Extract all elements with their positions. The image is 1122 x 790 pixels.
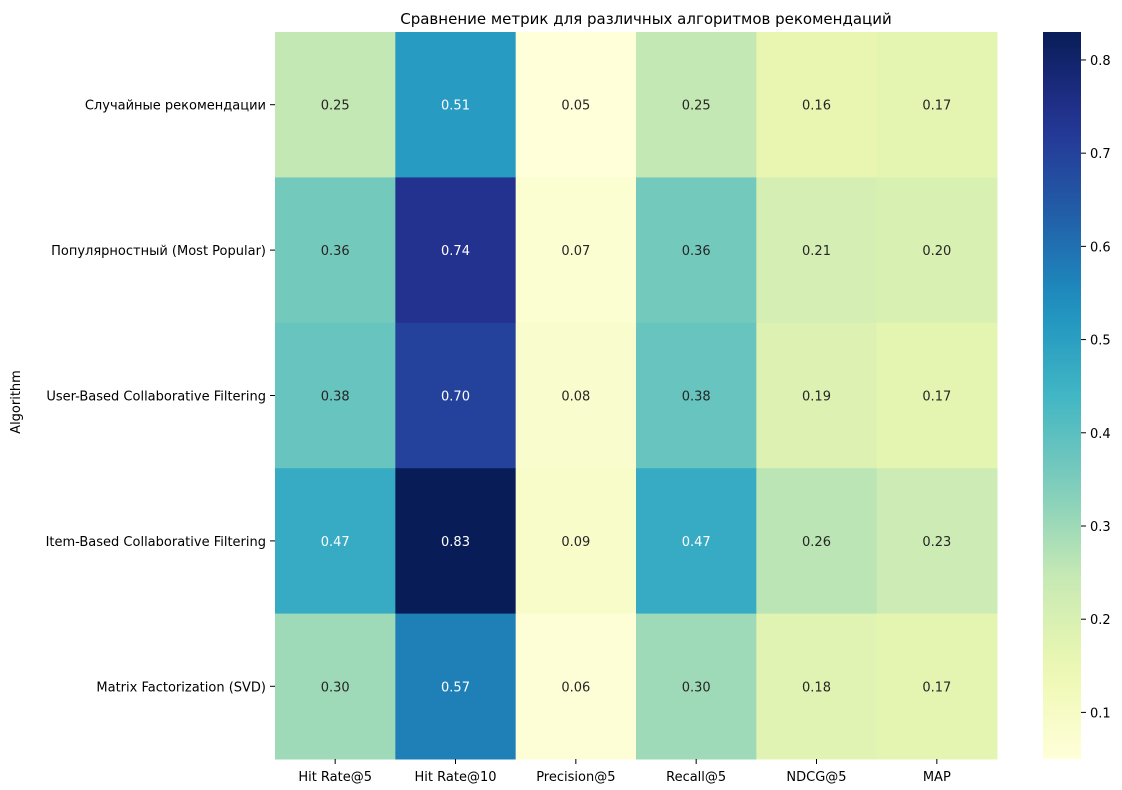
heatmap-cell bbox=[395, 32, 517, 178]
cell-annotation: 0.36 bbox=[682, 244, 711, 259]
cell-annotation: 0.47 bbox=[682, 535, 711, 550]
y-axis-label: Algorithm bbox=[9, 370, 24, 434]
heatmap-cell bbox=[275, 322, 396, 469]
colorbar-tick-label: 0.6 bbox=[1090, 240, 1111, 255]
heatmap-cell bbox=[876, 322, 998, 469]
cell-annotation: 0.16 bbox=[802, 99, 831, 114]
colorbar bbox=[1043, 32, 1081, 759]
heatmap-cell bbox=[876, 177, 998, 324]
heatmap-cell bbox=[515, 322, 637, 469]
cell-annotation: 0.19 bbox=[802, 390, 831, 405]
colorbar-tick-label: 0.3 bbox=[1090, 520, 1111, 535]
heatmap-cell bbox=[275, 613, 396, 760]
cell-annotation: 0.17 bbox=[922, 390, 951, 405]
cell-annotation: 0.20 bbox=[922, 244, 951, 259]
cell-annotation: 0.30 bbox=[682, 680, 711, 695]
heatmap-cell bbox=[756, 468, 878, 615]
cell-annotation: 0.38 bbox=[682, 390, 711, 405]
cell-annotation: 0.23 bbox=[922, 535, 951, 550]
cell-annotation: 0.21 bbox=[802, 244, 831, 259]
heatmap-cell bbox=[756, 322, 878, 469]
cell-annotation: 0.05 bbox=[561, 99, 590, 114]
heatmap-cell bbox=[515, 177, 637, 324]
heatmap-cells bbox=[275, 32, 998, 760]
cell-annotation: 0.25 bbox=[321, 99, 350, 114]
heatmap-cell bbox=[515, 468, 637, 615]
heatmap-cell bbox=[876, 468, 998, 615]
heatmap-cell bbox=[756, 32, 878, 178]
heatmap-cell bbox=[515, 32, 637, 178]
cell-annotation: 0.08 bbox=[561, 390, 590, 405]
cell-annotation: 0.17 bbox=[922, 99, 951, 114]
colorbar-tick-label: 0.7 bbox=[1090, 147, 1111, 162]
colorbar-tick-label: 0.8 bbox=[1090, 54, 1111, 69]
cell-annotation: 0.09 bbox=[561, 535, 590, 550]
cell-annotation: 0.36 bbox=[321, 244, 350, 259]
colorbar-tick-label: 0.1 bbox=[1090, 706, 1111, 721]
cell-annotation: 0.17 bbox=[922, 680, 951, 695]
cell-annotation: 0.06 bbox=[561, 680, 590, 695]
heatmap-cell bbox=[876, 32, 998, 178]
heatmap-cell bbox=[636, 613, 757, 760]
row-labels: Случайные рекомендации Популярностный (Mo… bbox=[46, 99, 275, 695]
colorbar-ticks: 0.1 0.2 0.3 0.4 0.5 0.6 0.7 0.8 bbox=[1081, 54, 1111, 721]
row-label: Matrix Factorization (SVD) bbox=[96, 680, 266, 695]
heatmap-cell bbox=[275, 32, 396, 178]
cell-annotation: 0.74 bbox=[441, 244, 470, 259]
cell-annotation: 0.83 bbox=[441, 535, 470, 550]
colorbar-tick-label: 0.5 bbox=[1090, 334, 1111, 349]
column-label: MAP bbox=[923, 770, 951, 785]
cell-annotation: 0.30 bbox=[321, 680, 350, 695]
column-label: Hit Rate@5 bbox=[298, 770, 372, 785]
column-label: Hit Rate@10 bbox=[415, 770, 497, 785]
heatmap-cell bbox=[636, 32, 757, 178]
cell-annotation: 0.25 bbox=[682, 99, 711, 114]
cell-annotations: 0.25 0.51 0.05 0.25 0.16 0.17 0.36 0.74 0.07 0.36… bbox=[321, 99, 952, 696]
heatmap-cell bbox=[876, 613, 998, 760]
heatmap-cell bbox=[756, 613, 878, 760]
cell-annotation: 0.51 bbox=[441, 99, 470, 114]
heatmap-cell bbox=[515, 613, 637, 760]
heatmap-cell bbox=[636, 177, 757, 324]
column-labels: Hit Rate@5 Hit Rate@10 Precision@5 Recall@5… bbox=[298, 759, 951, 785]
heatmap-cell bbox=[395, 613, 517, 760]
heatmap-cell bbox=[636, 322, 757, 469]
row-label: Популярностный (Most Popular) bbox=[51, 244, 266, 259]
row-label: Item-Based Collaborative Filtering bbox=[46, 535, 266, 550]
heatmap-cell bbox=[275, 177, 396, 324]
column-label: NDCG@5 bbox=[786, 770, 846, 785]
colorbar-tick-label: 0.2 bbox=[1090, 613, 1111, 628]
heatmap-cell bbox=[395, 322, 517, 469]
row-label: User-Based Collaborative Filtering bbox=[46, 390, 266, 405]
heatmap-cell bbox=[395, 468, 517, 615]
heatmap-cell bbox=[275, 468, 396, 615]
cell-annotation: 0.26 bbox=[802, 535, 831, 550]
heatmap-cell bbox=[756, 177, 878, 324]
cell-annotation: 0.18 bbox=[802, 680, 831, 695]
cell-annotation: 0.38 bbox=[321, 390, 350, 405]
chart-title: Сравнение метрик для различных алгоритмо… bbox=[400, 10, 891, 28]
heatmap-cell bbox=[636, 468, 757, 615]
cell-annotation: 0.70 bbox=[441, 390, 470, 405]
cell-annotation: 0.57 bbox=[441, 680, 470, 695]
column-label: Precision@5 bbox=[536, 770, 615, 785]
column-label: Recall@5 bbox=[666, 770, 726, 785]
row-label: Случайные рекомендации bbox=[85, 99, 266, 114]
heatmap-cell bbox=[395, 177, 517, 324]
cell-annotation: 0.47 bbox=[321, 535, 350, 550]
colorbar-tick-label: 0.4 bbox=[1090, 427, 1111, 442]
cell-annotation: 0.07 bbox=[561, 244, 590, 259]
